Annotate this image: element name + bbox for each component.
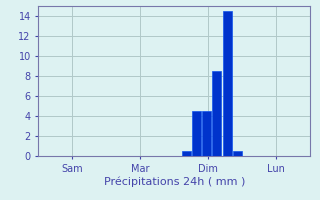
Bar	[182, 151, 191, 156]
Bar	[222, 11, 232, 156]
Bar	[233, 151, 242, 156]
Bar	[192, 111, 201, 156]
X-axis label: Précipitations 24h ( mm ): Précipitations 24h ( mm )	[104, 176, 245, 187]
Bar	[212, 71, 221, 156]
Bar	[202, 111, 211, 156]
